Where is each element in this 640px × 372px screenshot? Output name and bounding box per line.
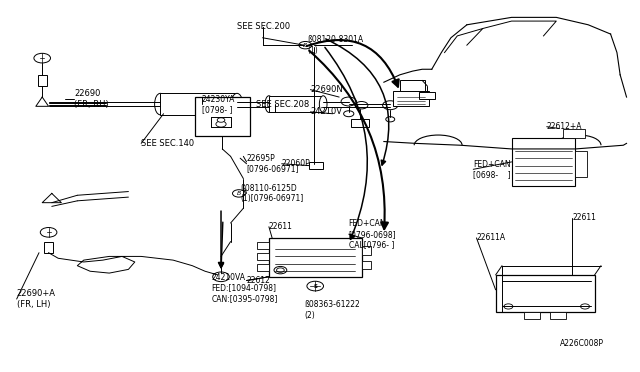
Text: 22690
(FR, RH): 22690 (FR, RH) xyxy=(74,89,109,109)
Circle shape xyxy=(232,190,245,197)
Text: B: B xyxy=(303,43,307,48)
Circle shape xyxy=(217,118,225,122)
Circle shape xyxy=(276,268,284,272)
FancyBboxPatch shape xyxy=(351,119,369,127)
Text: 24230YA
[0798- ]: 24230YA [0798- ] xyxy=(202,95,236,114)
FancyBboxPatch shape xyxy=(362,246,371,254)
FancyBboxPatch shape xyxy=(524,312,540,320)
Circle shape xyxy=(504,304,513,309)
Text: SEE SEC.208: SEE SEC.208 xyxy=(256,100,309,109)
FancyBboxPatch shape xyxy=(400,80,426,92)
Text: 22612: 22612 xyxy=(246,276,271,285)
FancyBboxPatch shape xyxy=(309,162,323,169)
FancyBboxPatch shape xyxy=(257,264,269,271)
Text: 24210V: 24210V xyxy=(310,108,342,116)
Circle shape xyxy=(580,304,589,309)
Text: 22611A: 22611A xyxy=(476,233,506,243)
Ellipse shape xyxy=(231,93,243,115)
Text: 22690N: 22690N xyxy=(310,85,343,94)
Circle shape xyxy=(40,228,57,237)
Text: 22060P: 22060P xyxy=(282,159,310,168)
Circle shape xyxy=(355,102,368,109)
FancyBboxPatch shape xyxy=(38,75,47,86)
FancyBboxPatch shape xyxy=(550,312,566,320)
Text: A226C008P: A226C008P xyxy=(559,339,604,348)
Ellipse shape xyxy=(319,96,327,112)
FancyBboxPatch shape xyxy=(575,151,587,177)
FancyBboxPatch shape xyxy=(257,241,269,249)
FancyBboxPatch shape xyxy=(269,96,323,112)
FancyBboxPatch shape xyxy=(362,261,371,269)
Circle shape xyxy=(274,266,287,274)
FancyBboxPatch shape xyxy=(563,129,585,138)
FancyBboxPatch shape xyxy=(419,92,435,99)
Text: ß08110-6125D
(1)[0796-06971]: ß08110-6125D (1)[0796-06971] xyxy=(240,184,303,203)
FancyBboxPatch shape xyxy=(495,275,595,312)
FancyBboxPatch shape xyxy=(394,92,429,106)
Text: SEE SEC.140: SEE SEC.140 xyxy=(141,139,195,148)
Text: SEE SEC.200: SEE SEC.200 xyxy=(237,22,290,31)
Circle shape xyxy=(383,101,398,110)
Text: ß08120-8301A
(1): ß08120-8301A (1) xyxy=(307,35,364,55)
FancyBboxPatch shape xyxy=(161,93,237,115)
FancyBboxPatch shape xyxy=(195,97,250,136)
Text: FED+CAN
[0698-    ]: FED+CAN [0698- ] xyxy=(473,160,511,179)
FancyBboxPatch shape xyxy=(269,238,362,277)
Ellipse shape xyxy=(265,96,273,112)
Text: S: S xyxy=(313,283,317,289)
Circle shape xyxy=(341,97,356,106)
Circle shape xyxy=(34,53,51,63)
Circle shape xyxy=(307,281,323,291)
Text: B: B xyxy=(237,191,241,196)
FancyBboxPatch shape xyxy=(44,241,53,253)
Text: 22690+A
(FR, LH): 22690+A (FR, LH) xyxy=(17,289,56,309)
Text: 22612+A: 22612+A xyxy=(547,122,582,131)
FancyBboxPatch shape xyxy=(511,138,575,186)
FancyBboxPatch shape xyxy=(257,253,269,260)
Text: FED+CAN
[0796-0698]
CAL[0796- ]: FED+CAN [0796-0698] CAL[0796- ] xyxy=(349,219,396,249)
Text: 22611: 22611 xyxy=(572,213,596,222)
Circle shape xyxy=(299,41,312,49)
Text: ß08363-61222
(2): ß08363-61222 (2) xyxy=(304,301,360,320)
Circle shape xyxy=(344,111,354,117)
Circle shape xyxy=(386,117,395,122)
Text: 24210VA
FED:[1094-0798]
CAN:[0395-0798]: 24210VA FED:[1094-0798] CAN:[0395-0798] xyxy=(211,273,278,303)
Text: 22695P
[0796-06971]: 22695P [0796-06971] xyxy=(246,154,299,173)
Text: 22611: 22611 xyxy=(269,222,292,231)
Ellipse shape xyxy=(155,93,166,115)
Circle shape xyxy=(216,121,226,127)
Circle shape xyxy=(212,272,229,282)
